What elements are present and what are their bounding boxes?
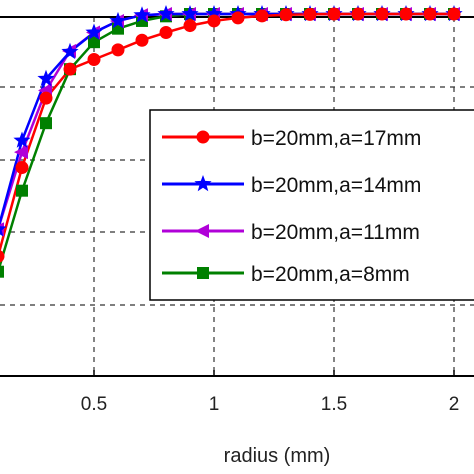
data-point [0, 225, 7, 237]
data-point [16, 184, 28, 197]
data-point [181, 5, 199, 22]
legend-entry-label: b=20mm,a=8mm [251, 263, 410, 286]
legend-entry-label: b=20mm,a=14mm [251, 174, 421, 197]
legend-marker [197, 267, 209, 279]
data-point [111, 43, 125, 57]
data-point [157, 5, 175, 22]
data-point [207, 14, 221, 28]
x-axis-label: radius (mm) [224, 445, 331, 467]
data-point [135, 33, 149, 47]
legend-entry-label: b=20mm,a=17mm [251, 127, 421, 150]
data-point [255, 9, 269, 23]
x-tick-label: 1 [209, 394, 220, 415]
data-point [279, 8, 293, 22]
data-point [205, 5, 223, 22]
data-point [375, 7, 389, 21]
x-tick-label: 1.5 [321, 394, 347, 415]
data-point [88, 36, 100, 49]
data-point [13, 131, 31, 148]
data-point [87, 53, 101, 67]
x-tick-label: 0.5 [81, 394, 107, 415]
data-point [40, 117, 52, 130]
data-point [423, 7, 437, 21]
data-point [85, 23, 103, 40]
legend-marker [196, 130, 210, 144]
legend-entry-label: b=20mm,a=11mm [251, 221, 420, 244]
data-point [159, 26, 173, 40]
data-point [447, 7, 461, 21]
legend-marker [195, 224, 209, 238]
data-point [351, 7, 365, 21]
data-point [399, 7, 413, 21]
legend-marker [194, 175, 212, 192]
data-point [37, 69, 55, 87]
data-point [0, 250, 5, 263]
data-point [109, 11, 127, 29]
data-point [14, 145, 28, 160]
data-point [0, 265, 4, 278]
data-point [39, 91, 53, 105]
data-point [303, 7, 317, 21]
data-point [133, 6, 151, 23]
data-point [63, 62, 77, 76]
data-point [231, 11, 245, 25]
data-point [61, 42, 79, 60]
data-point [183, 19, 197, 33]
data-point [327, 7, 341, 21]
data-point [15, 161, 29, 175]
x-tick-label: 2 [449, 394, 460, 415]
